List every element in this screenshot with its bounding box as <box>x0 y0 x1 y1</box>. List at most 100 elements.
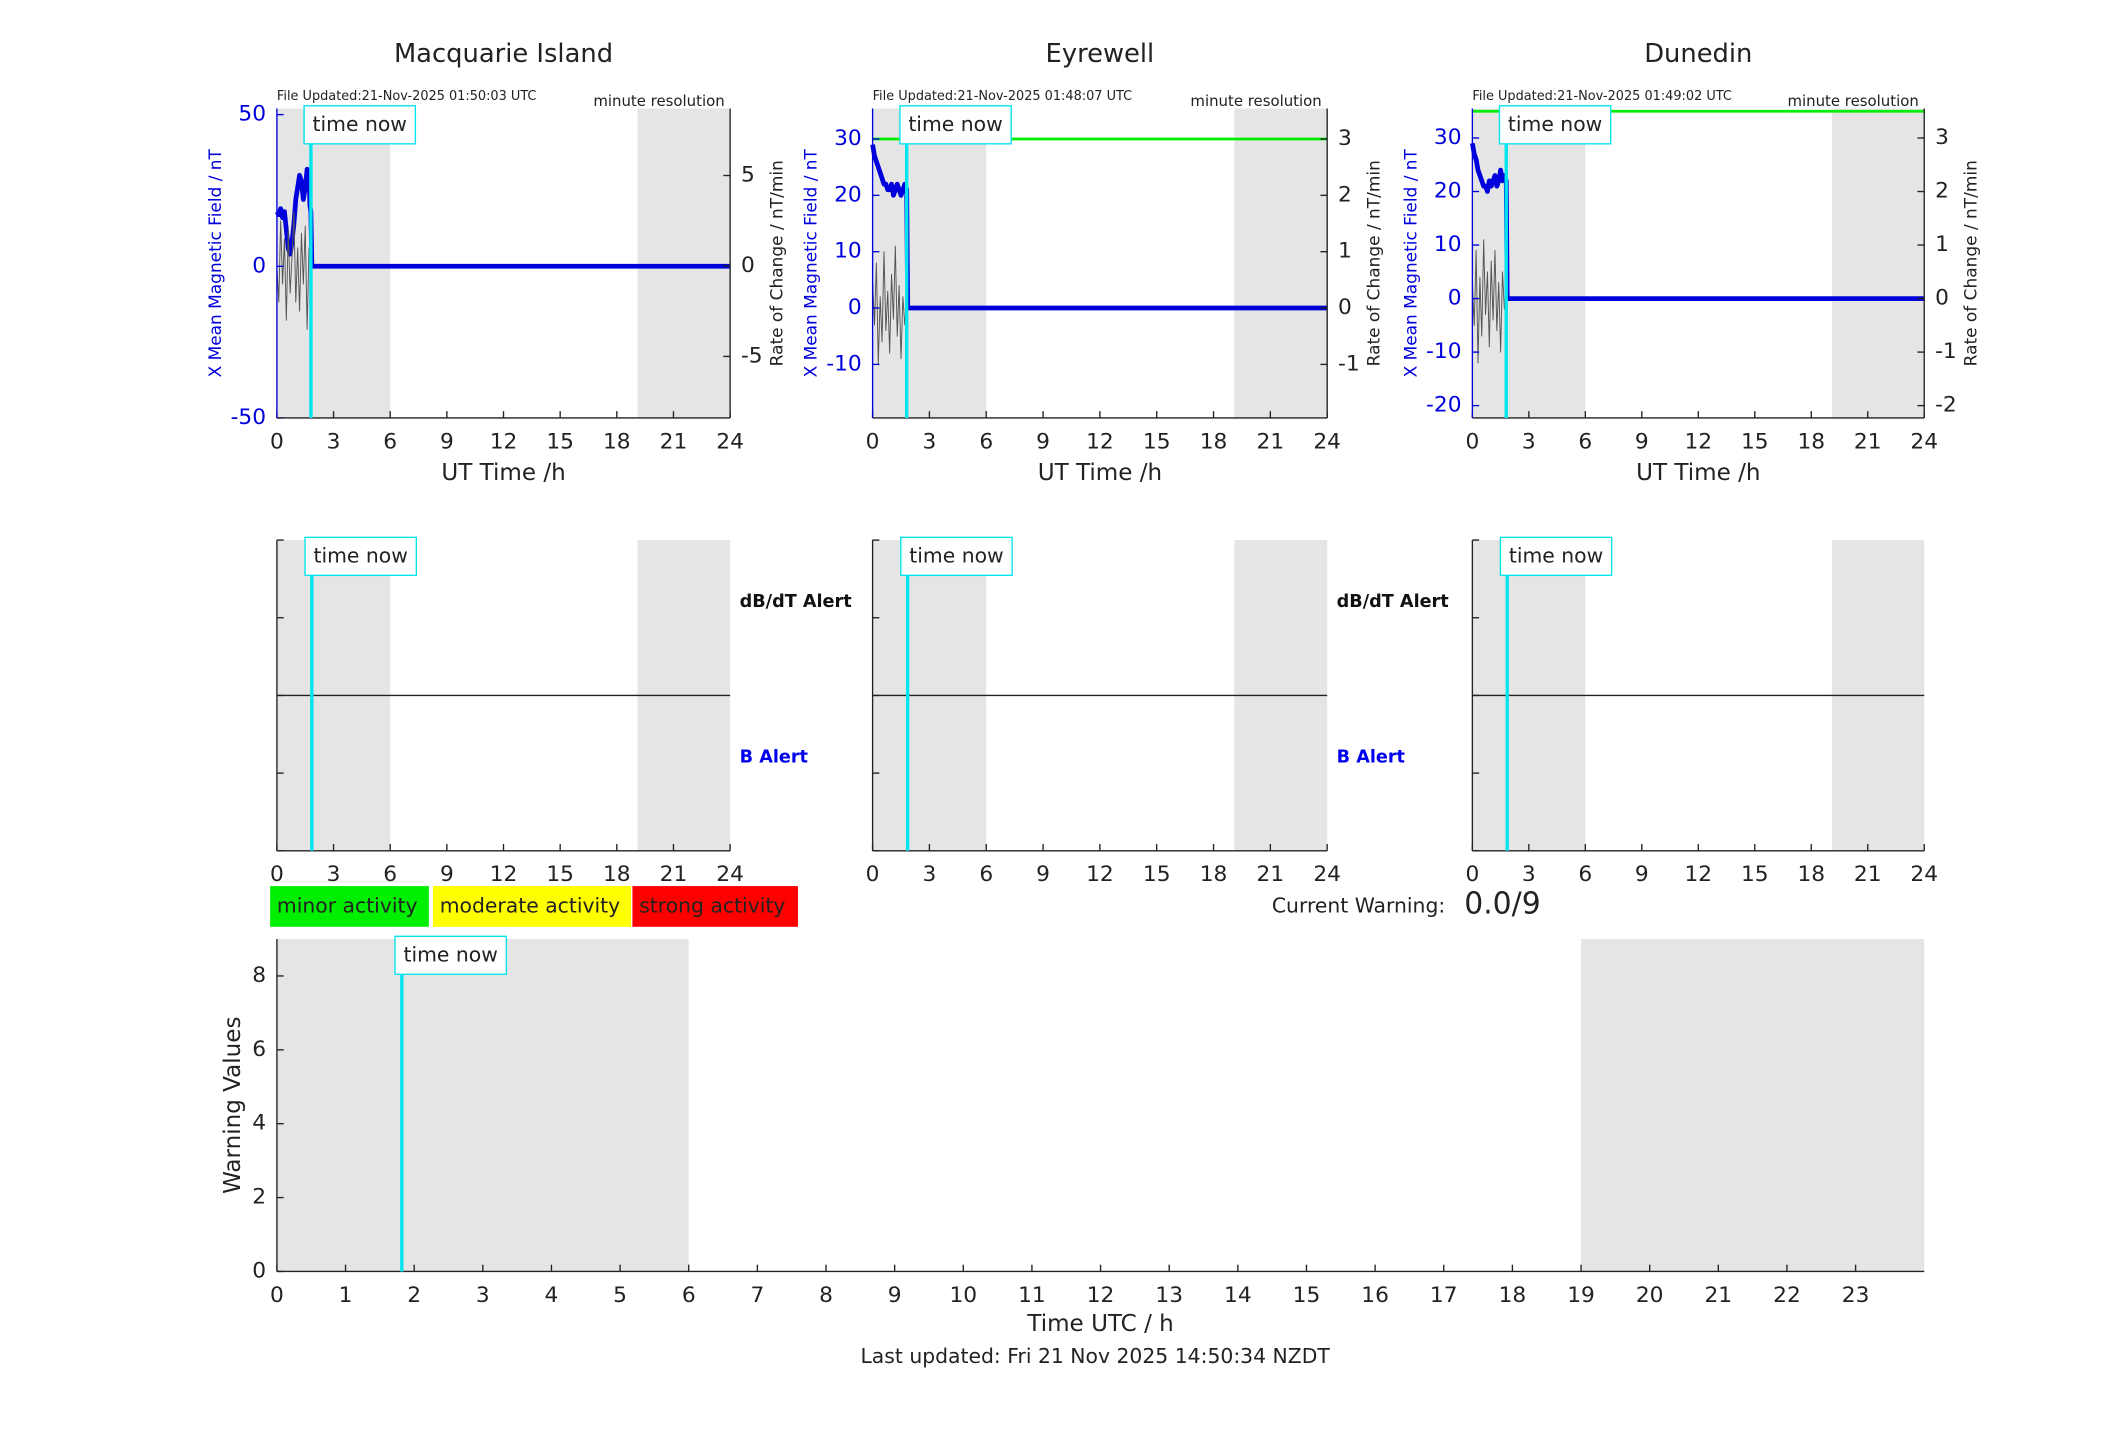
legend-swatch <box>270 886 429 927</box>
resolution: minute resolution <box>1190 92 1321 110</box>
y2-tick-label: 0 <box>1935 286 1949 311</box>
x-tick-label: 3 <box>476 1283 490 1308</box>
resolution: minute resolution <box>1787 92 1918 110</box>
y-axis-label: X Mean Magnetic Field / nT <box>205 148 225 377</box>
x-tick-label: 24 <box>1910 862 1938 887</box>
night-band <box>1234 108 1328 418</box>
x-tick-label: 21 <box>660 429 688 454</box>
x-tick-label: 15 <box>1143 429 1171 454</box>
x-tick-label: 0 <box>866 429 880 454</box>
x-tick-label: 9 <box>1036 862 1050 887</box>
y-tick-label: 10 <box>1434 232 1462 257</box>
alert-label: B Alert <box>740 748 809 768</box>
y-tick-label: 8 <box>252 963 266 988</box>
y2-tick-label: 2 <box>1935 179 1949 204</box>
y2-axis-label: Rate of Change / nT/min <box>1961 160 1981 366</box>
current-warning: 0.0/9 <box>1464 887 1541 922</box>
x-axis-label: UT Time /h <box>441 460 565 486</box>
x-tick-label: 0 <box>270 1283 284 1308</box>
y-tick-label: 20 <box>1434 179 1462 204</box>
time-now-box <box>303 105 417 145</box>
y-tick-label: 50 <box>238 102 266 127</box>
file-updated: File Updated:21-Nov-2025 01:49:02 UTC <box>1472 89 1732 104</box>
night-band <box>872 108 987 418</box>
y2-tick-label: -2 <box>1935 393 1957 418</box>
x-tick-label: 6 <box>383 429 397 454</box>
chart-title: Dunedin <box>1644 39 1752 69</box>
y2-axis-label: Rate of Change / nT/min <box>767 160 787 366</box>
chart-title: Macquarie Island <box>394 39 613 69</box>
x-tick-label: 21 <box>660 862 688 887</box>
x-axis-label: Time UTC / h <box>1026 1311 1173 1337</box>
chart-title: Eyrewell <box>1046 39 1155 69</box>
x-tick-label: 21 <box>1854 862 1882 887</box>
x-tick-label: 0 <box>1465 429 1479 454</box>
y2-tick-label: 2 <box>1338 182 1352 207</box>
x-tick-label: 18 <box>1797 862 1825 887</box>
x-tick-label: 11 <box>1018 1283 1046 1308</box>
y-tick-label: 6 <box>252 1037 266 1062</box>
y-tick-label: 2 <box>252 1185 266 1210</box>
time-now-box <box>900 536 1013 577</box>
x-tick-label: 3 <box>1522 862 1536 887</box>
y-axis-label: Warning Values <box>220 1017 246 1194</box>
y-tick-label: 30 <box>1434 125 1462 150</box>
y2-tick-label: -5 <box>741 343 763 368</box>
x-tick-label: 0 <box>270 862 284 887</box>
x-tick-label: 1 <box>339 1283 353 1308</box>
x-tick-label: 9 <box>1635 862 1649 887</box>
x-tick-label: 8 <box>819 1283 833 1308</box>
x-tick-label: 2 <box>407 1283 421 1308</box>
x-tick-label: 3 <box>923 862 937 887</box>
x-tick-label: 15 <box>546 429 574 454</box>
night-band <box>1581 939 1925 1272</box>
x-tick-label: 0 <box>270 429 284 454</box>
x-tick-label: 9 <box>1036 429 1050 454</box>
x-tick-label: 23 <box>1842 1283 1870 1308</box>
night-band <box>276 939 689 1272</box>
x-tick-label: 9 <box>440 862 454 887</box>
x-tick-label: 17 <box>1430 1283 1458 1308</box>
time-now-label: time now <box>313 543 407 567</box>
y-tick-label: -10 <box>1426 339 1461 364</box>
x-tick-label: 24 <box>1910 429 1938 454</box>
data-line <box>870 144 1328 311</box>
x-tick-label: 15 <box>1293 1283 1321 1308</box>
x-tick-label: 20 <box>1636 1283 1664 1308</box>
x-tick-label: 15 <box>546 862 574 887</box>
x-tick-label: 18 <box>1797 429 1825 454</box>
x-tick-label: 21 <box>1704 1283 1732 1308</box>
night-band <box>1831 108 1925 418</box>
data-line <box>1470 142 1925 301</box>
y-tick-label: -10 <box>826 351 861 376</box>
x-tick-label: 3 <box>923 429 937 454</box>
alert-label: B Alert <box>1337 748 1406 768</box>
time-now-box <box>394 935 507 975</box>
current-warning-label: Current Warning: <box>1272 893 1445 917</box>
y-tick-label: 4 <box>252 1111 266 1136</box>
x-tick-label: 16 <box>1361 1283 1389 1308</box>
x-tick-label: 12 <box>1684 429 1712 454</box>
y2-tick-label: 1 <box>1338 239 1352 264</box>
y-tick-label: 30 <box>834 126 862 151</box>
x-tick-label: 7 <box>750 1283 764 1308</box>
y-tick-label: -20 <box>1426 393 1461 418</box>
night-band <box>276 108 391 418</box>
y-tick-label: 0 <box>252 253 266 278</box>
alert-label: dB/dT Alert <box>740 592 853 612</box>
time-now-box <box>1499 536 1613 577</box>
x-axis-label: UT Time /h <box>1038 460 1162 486</box>
time-now-box <box>304 536 418 577</box>
x-tick-label: 10 <box>949 1283 977 1308</box>
x-tick-label: 6 <box>682 1283 696 1308</box>
time-now-label: time now <box>313 112 407 136</box>
x-tick-label: 19 <box>1567 1283 1595 1308</box>
y-tick-label: 0 <box>848 295 862 320</box>
time-now-label: time now <box>908 112 1002 136</box>
night-band <box>1472 108 1586 418</box>
y2-tick-label: 3 <box>1338 126 1352 151</box>
y-axis-label: X Mean Magnetic Field / nT <box>801 148 821 377</box>
x-axis-label: UT Time /h <box>1636 460 1760 486</box>
y2-tick-label: 5 <box>741 162 755 187</box>
